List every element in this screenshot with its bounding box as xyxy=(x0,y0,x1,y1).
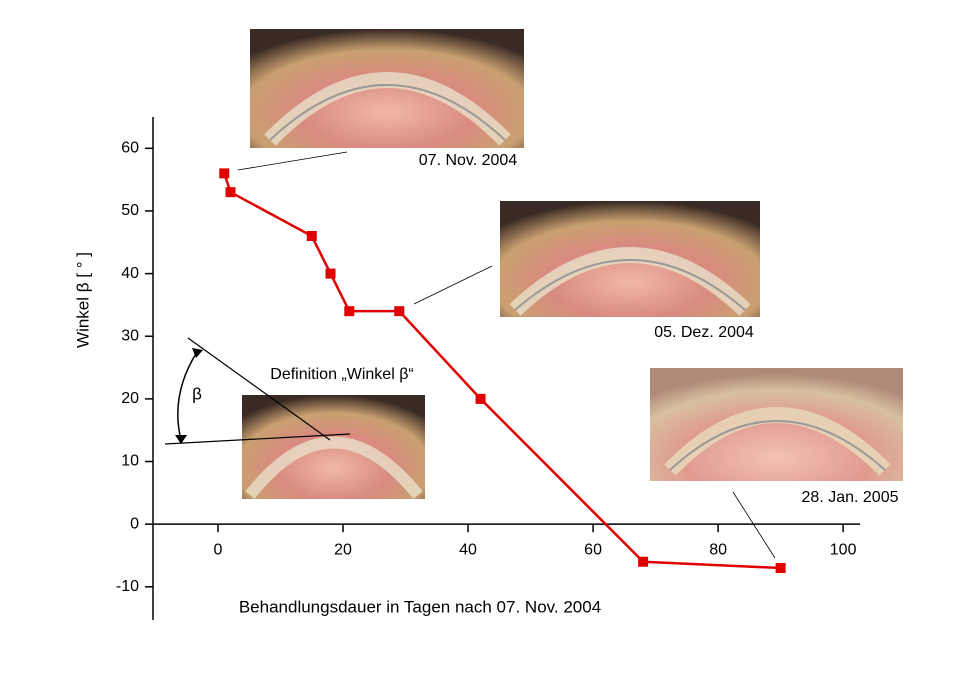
y-tick-label: -10 xyxy=(116,578,139,595)
x-tick-label: 80 xyxy=(709,541,727,558)
x-axis-label: Behandlungsdauer in Tagen nach 07. Nov. … xyxy=(239,597,601,616)
x-tick-label: 40 xyxy=(459,541,477,558)
photo-dez xyxy=(500,201,760,317)
y-axis-label: Winkel β [ ° ] xyxy=(73,252,92,348)
annotation: Definition „Winkel β“ xyxy=(270,366,413,383)
photo-nov xyxy=(250,29,524,148)
y-tick-label: 0 xyxy=(130,515,139,532)
y-tick-label: 20 xyxy=(121,390,139,407)
photo-jan xyxy=(650,368,903,481)
y-tick-label: 60 xyxy=(121,140,139,157)
x-tick-label: 0 xyxy=(214,541,223,558)
annotation: 07. Nov. 2004 xyxy=(419,152,518,169)
annotation: 28. Jan. 2005 xyxy=(802,489,899,506)
data-point xyxy=(219,168,230,179)
x-tick-label: 100 xyxy=(830,541,857,558)
leader xyxy=(413,265,493,305)
x-tick-label: 20 xyxy=(334,541,352,558)
data-point xyxy=(394,306,405,317)
y-tick-label: 10 xyxy=(121,453,139,470)
y-tick-label: 40 xyxy=(121,265,139,282)
data-point xyxy=(475,393,486,404)
data-point xyxy=(306,231,317,242)
y-tick-label: 50 xyxy=(121,202,139,219)
photo-definition xyxy=(164,337,425,499)
x-tick-label: 60 xyxy=(584,541,602,558)
annotation: 05. Dez. 2004 xyxy=(654,324,754,341)
data-point xyxy=(225,187,236,198)
data-point xyxy=(344,306,355,317)
y-tick-label: 30 xyxy=(121,327,139,344)
leader xyxy=(237,151,348,171)
data-point xyxy=(325,268,336,279)
data-point xyxy=(638,556,649,567)
data-point xyxy=(775,563,786,574)
annotation: β xyxy=(192,384,202,403)
leader xyxy=(732,491,776,559)
